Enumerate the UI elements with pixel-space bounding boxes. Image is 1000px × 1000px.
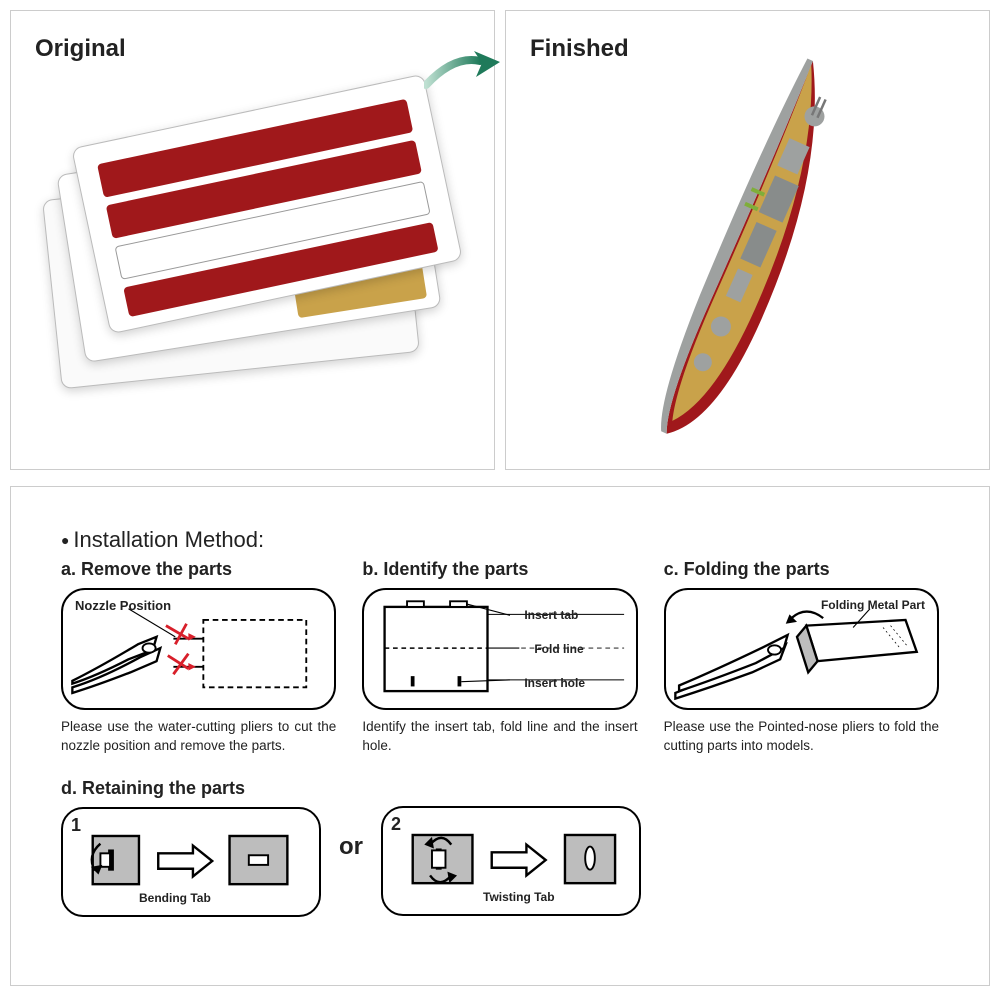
insert-hole-label: Insert hole [524,676,585,690]
step-b-diagram: Insert tab Fold line Insert hole [362,588,637,710]
step-c-caption: Please use the Pointed-nose pliers to fo… [664,718,939,756]
step-c-diagram: Folding Metal Part [664,588,939,710]
nozzle-label: Nozzle Position [75,598,171,613]
step-d1-diagram: 1 Bending Tab [61,807,321,917]
insert-tab-label: Insert tab [524,608,578,622]
step-d: d. Retaining the parts 1 Bending Tab [61,778,321,917]
section-title: Installation Method: [61,527,939,553]
battleship-illustration [578,41,918,466]
original-panel: Original [10,10,495,470]
step-b-title: b. Identify the parts [362,559,637,580]
folding-label: Folding Metal Part [821,598,925,612]
bending-label: Bending Tab [139,891,211,905]
step-c-title: c. Folding the parts [664,559,939,580]
badge-1: 1 [71,815,81,836]
step-b-caption: Identify the insert tab, fold line and t… [362,718,637,756]
finished-panel: Finished [505,10,990,470]
twisting-label: Twisting Tab [483,890,555,904]
step-d2-diagram: 2 Twisting Tab [381,806,641,916]
step-a-title: a. Remove the parts [61,559,336,580]
step-a-diagram: Nozzle Position [61,588,336,710]
badge-2: 2 [391,814,401,835]
or-label: or [339,833,363,861]
instructions-panel: Installation Method: a. Remove the parts… [10,486,990,986]
step-d-title: d. Retaining the parts [61,778,321,799]
step-c: c. Folding the parts Folding Metal Part [664,559,939,756]
step-a-caption: Please use the water-cutting pliers to c… [61,718,336,756]
metal-sheets-illustration [51,91,451,391]
original-title: Original [35,35,470,63]
step-a: a. Remove the parts Nozzle Position [61,559,336,756]
step-d2: 2 Twisting Tab [381,806,641,916]
step-b: b. Identify the parts Insert tab Fold li… [362,559,637,756]
arrow-icon [424,47,504,102]
fold-line-label: Fold line [534,642,583,656]
